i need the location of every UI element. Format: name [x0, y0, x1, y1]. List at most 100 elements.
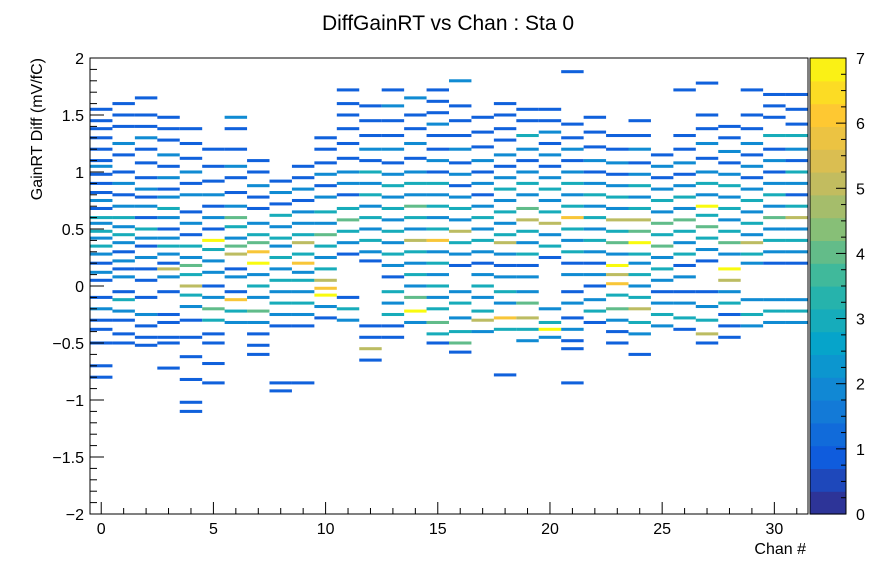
heatmap-cell — [269, 225, 292, 229]
heatmap-cell — [112, 153, 135, 157]
heatmap-cell — [404, 127, 427, 131]
heatmap-cell — [673, 195, 696, 199]
heatmap-cell — [291, 381, 315, 385]
heatmap-cell — [90, 236, 113, 240]
y-axis: −2 −1.5 −1 −0.5 0 0.5 1 1.5 2 — [52, 51, 104, 524]
heatmap-cell — [493, 327, 517, 331]
heatmap-cell — [426, 134, 449, 138]
heatmap-cell — [763, 298, 786, 302]
heatmap-cell — [90, 206, 113, 210]
heatmap-cell — [538, 307, 562, 311]
heatmap-cell — [112, 250, 135, 254]
heatmap-cell — [224, 290, 248, 294]
heatmap-cell — [426, 261, 449, 265]
heatmap-cell — [785, 309, 808, 313]
x-tick-label: 25 — [653, 521, 671, 538]
heatmap-cell — [583, 320, 607, 324]
heatmap-cell — [134, 324, 158, 328]
heatmap-cell — [785, 193, 808, 197]
heatmap-cell — [718, 335, 741, 339]
heatmap-cell — [134, 236, 158, 240]
heatmap-cell — [269, 278, 292, 282]
heatmap-cell — [179, 210, 203, 214]
heatmap-cell — [740, 221, 764, 225]
heatmap-cell — [269, 267, 292, 271]
heatmap-cell — [359, 259, 382, 263]
heatmap-cell — [740, 141, 764, 146]
heatmap-cell — [404, 193, 427, 197]
heatmap-cell — [314, 161, 337, 165]
heatmap-cell — [224, 115, 248, 119]
heatmap-cell — [381, 172, 405, 176]
color-scale-label: 0 — [856, 507, 865, 524]
heatmap-cell — [404, 250, 427, 254]
heatmap-cell — [561, 301, 584, 305]
heatmap-cell — [785, 147, 808, 151]
heatmap-cell — [224, 176, 248, 180]
heatmap-cell — [561, 327, 584, 331]
heatmap-cell — [426, 250, 449, 254]
heatmap-cell — [179, 377, 203, 381]
heatmap-cell — [718, 161, 741, 165]
heatmap-cell — [673, 172, 696, 176]
heatmap-cell — [493, 241, 517, 245]
color-scale-step — [810, 331, 846, 355]
heatmap-cell — [112, 181, 135, 185]
heatmap-cell — [336, 88, 360, 92]
heatmap-cell — [359, 238, 382, 242]
heatmap-cell — [673, 301, 696, 305]
heatmap-cell — [314, 136, 337, 140]
heatmap-cell — [179, 409, 203, 413]
heatmap-cell — [740, 113, 764, 117]
heatmap-cell — [112, 309, 135, 313]
heatmap-cell — [426, 88, 449, 92]
y-axis-label: GainRT Diff (mV/fC) — [29, 58, 46, 200]
heatmap-cell — [336, 206, 360, 210]
heatmap-cell — [90, 327, 113, 331]
heatmap-cell — [179, 293, 203, 297]
heatmap-cell — [381, 147, 405, 151]
heatmap-cell — [247, 309, 270, 313]
color-scale-step — [810, 126, 846, 150]
heatmap-cell — [538, 210, 562, 214]
heatmap-cell — [449, 172, 472, 176]
heatmap-cell — [606, 229, 629, 233]
heatmap-cell — [157, 206, 180, 210]
heatmap-cell — [493, 153, 517, 157]
heatmap-cell — [673, 327, 696, 331]
heatmap-cell — [516, 316, 539, 320]
heatmap-cell — [359, 335, 382, 339]
heatmap-cell — [336, 307, 360, 311]
heatmap-cell — [673, 206, 696, 210]
heatmap-cells — [90, 70, 808, 413]
heatmap-cell — [449, 218, 472, 222]
heatmap-cell — [90, 318, 113, 322]
heatmap-cell — [471, 250, 494, 254]
heatmap-cell — [291, 270, 315, 274]
heatmap-cell — [157, 187, 180, 191]
heatmap-cell — [291, 301, 315, 305]
heatmap-cell — [224, 275, 248, 279]
heatmap-cell — [449, 252, 472, 256]
color-scale-step — [810, 80, 846, 105]
heatmap-cell — [404, 295, 427, 299]
heatmap-cell — [583, 309, 607, 313]
color-scale-step — [810, 491, 846, 515]
heatmap-cell — [650, 255, 674, 260]
heatmap-cell — [785, 122, 808, 126]
heatmap-cell — [291, 324, 315, 328]
heatmap-cell — [538, 233, 562, 237]
heatmap-cell — [628, 261, 651, 265]
heatmap-cell — [449, 263, 472, 267]
heatmap-cell — [224, 127, 248, 131]
heatmap-cell — [583, 204, 607, 208]
heatmap-cell — [90, 278, 113, 282]
heatmap-cell — [718, 172, 741, 176]
heatmap-cell — [628, 241, 651, 245]
heatmap-cell — [561, 316, 584, 320]
heatmap-cell — [381, 263, 405, 267]
heatmap-cell — [763, 181, 786, 185]
heatmap-cell — [516, 290, 539, 294]
x-tick-label: 20 — [541, 521, 559, 538]
